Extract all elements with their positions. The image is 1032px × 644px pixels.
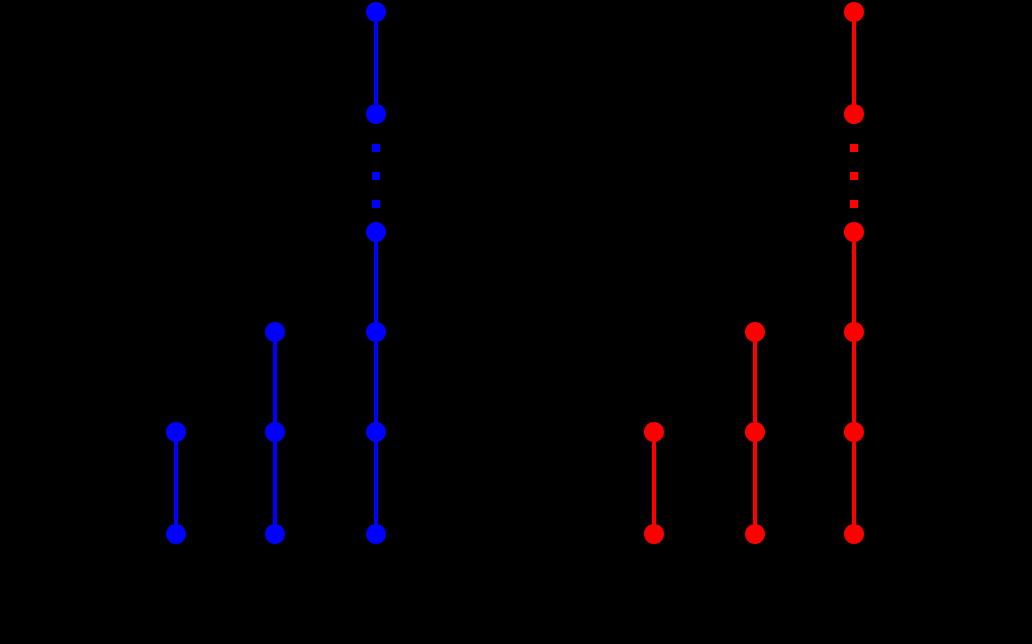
node [644,524,664,544]
node [366,422,386,442]
node [366,524,386,544]
node [366,104,386,124]
node [166,524,186,544]
ellipsis-dot [850,172,858,180]
ellipsis-dot [372,144,380,152]
node [366,222,386,242]
ellipsis-dot [372,200,380,208]
node [745,422,765,442]
node [745,524,765,544]
node [844,422,864,442]
node [644,422,664,442]
node [844,2,864,22]
node [844,104,864,124]
node [844,524,864,544]
node [844,222,864,242]
node [745,322,765,342]
diagram-canvas [0,0,1032,644]
node [366,2,386,22]
node [265,322,285,342]
node [166,422,186,442]
ellipsis-dot [372,172,380,180]
node [265,422,285,442]
node [366,322,386,342]
ellipsis-dot [850,200,858,208]
ellipsis-dot [850,144,858,152]
node [265,524,285,544]
node [844,322,864,342]
